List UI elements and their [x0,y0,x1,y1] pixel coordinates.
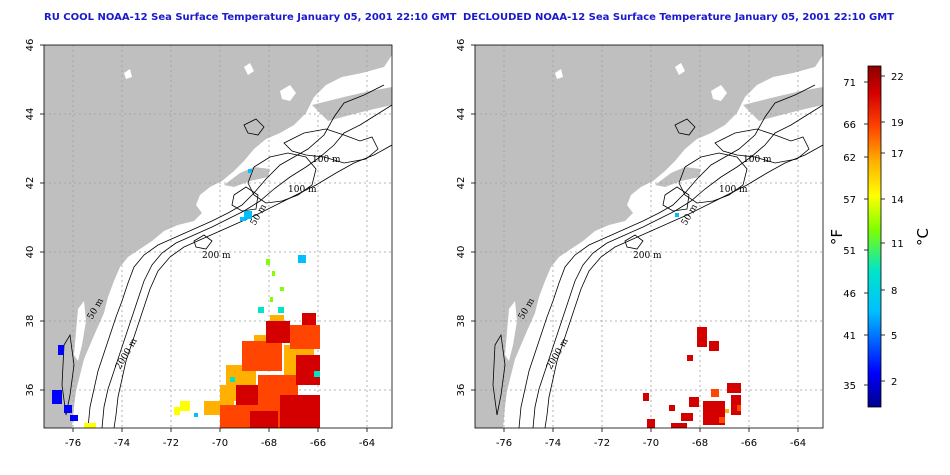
right-lat-tick: 40 [456,246,467,259]
celsius-tick: 17 [891,149,904,160]
fahrenheit-tick: 57 [843,195,856,206]
right-lat-tick: 44 [456,108,467,121]
right-panel-title: DECLOUDED NOAA-12 Sea Surface Temperatur… [463,12,895,23]
fahrenheit-tick: 46 [843,289,856,300]
fahrenheit-tick: 41 [843,331,856,342]
celsius-tick: 14 [891,195,904,206]
right-map-panel: 100 m 100 m 50 m 200 m 50 m 2000 m -76 -… [456,39,824,449]
right-lat-tick: 46 [456,39,467,52]
fahrenheit-tick: 62 [843,153,856,164]
right-lon-tick: -72 [594,438,610,449]
left-lat-tick: 44 [25,108,36,121]
left-lon-tick: -76 [65,438,81,449]
colorbar-gradient [867,65,882,408]
right-isobath-label-4: 200 m [633,251,662,261]
left-lon-tick: -66 [310,438,326,449]
left-lon-tick: -74 [114,438,130,449]
left-lat-tick: 36 [25,384,36,397]
right-lat-tick: 36 [456,384,467,397]
right-lon-tick: -76 [496,438,512,449]
left-sst-overlay [52,169,320,428]
right-lon-tick: -74 [545,438,561,449]
celsius-tick: 11 [891,239,904,250]
fahrenheit-tick: 51 [843,246,856,257]
celsius-tick: 5 [891,331,897,342]
celsius-tick: 19 [891,118,904,129]
left-lon-tick: -68 [261,438,277,449]
celsius-label: °C [914,228,932,246]
fahrenheit-tick: 35 [843,381,856,392]
right-lon-tick: -64 [790,438,806,449]
left-isobath-label-4: 200 m [202,251,231,261]
left-lon-tick: -70 [212,438,228,449]
temperature-colorbar: 71 66 62 57 51 46 41 35 22 19 17 14 11 8… [828,65,932,408]
right-isobath-label-2: 100 m [719,185,748,195]
right-lat-tick: 42 [456,177,467,190]
celsius-tick: 8 [891,286,897,297]
left-lat-tick: 38 [25,315,36,328]
fahrenheit-tick: 66 [843,120,856,131]
celsius-tick: 2 [891,377,897,388]
left-lat-tick: 46 [25,39,36,52]
left-lon-tick: -64 [359,438,375,449]
right-lat-tick: 38 [456,315,467,328]
right-lon-tick: -66 [741,438,757,449]
fahrenheit-label: °F [828,229,846,245]
celsius-tick: 22 [891,72,904,83]
left-lat-tick: 42 [25,177,36,190]
left-isobath-label-2: 100 m [288,185,317,195]
right-lon-tick: -68 [692,438,708,449]
right-lon-tick: -70 [643,438,659,449]
right-isobath-label-1: 100 m [743,155,772,165]
left-lat-tick: 40 [25,246,36,259]
left-lon-tick: -72 [163,438,179,449]
right-sst-overlay [643,213,741,428]
left-map-panel: 100 m 100 m 50 m 200 m 50 m 2000 m -76 -… [25,39,393,449]
left-isobath-label-1: 100 m [312,155,341,165]
left-panel-title: RU COOL NOAA-12 Sea Surface Temperature … [44,12,457,23]
fahrenheit-tick: 71 [843,78,856,89]
